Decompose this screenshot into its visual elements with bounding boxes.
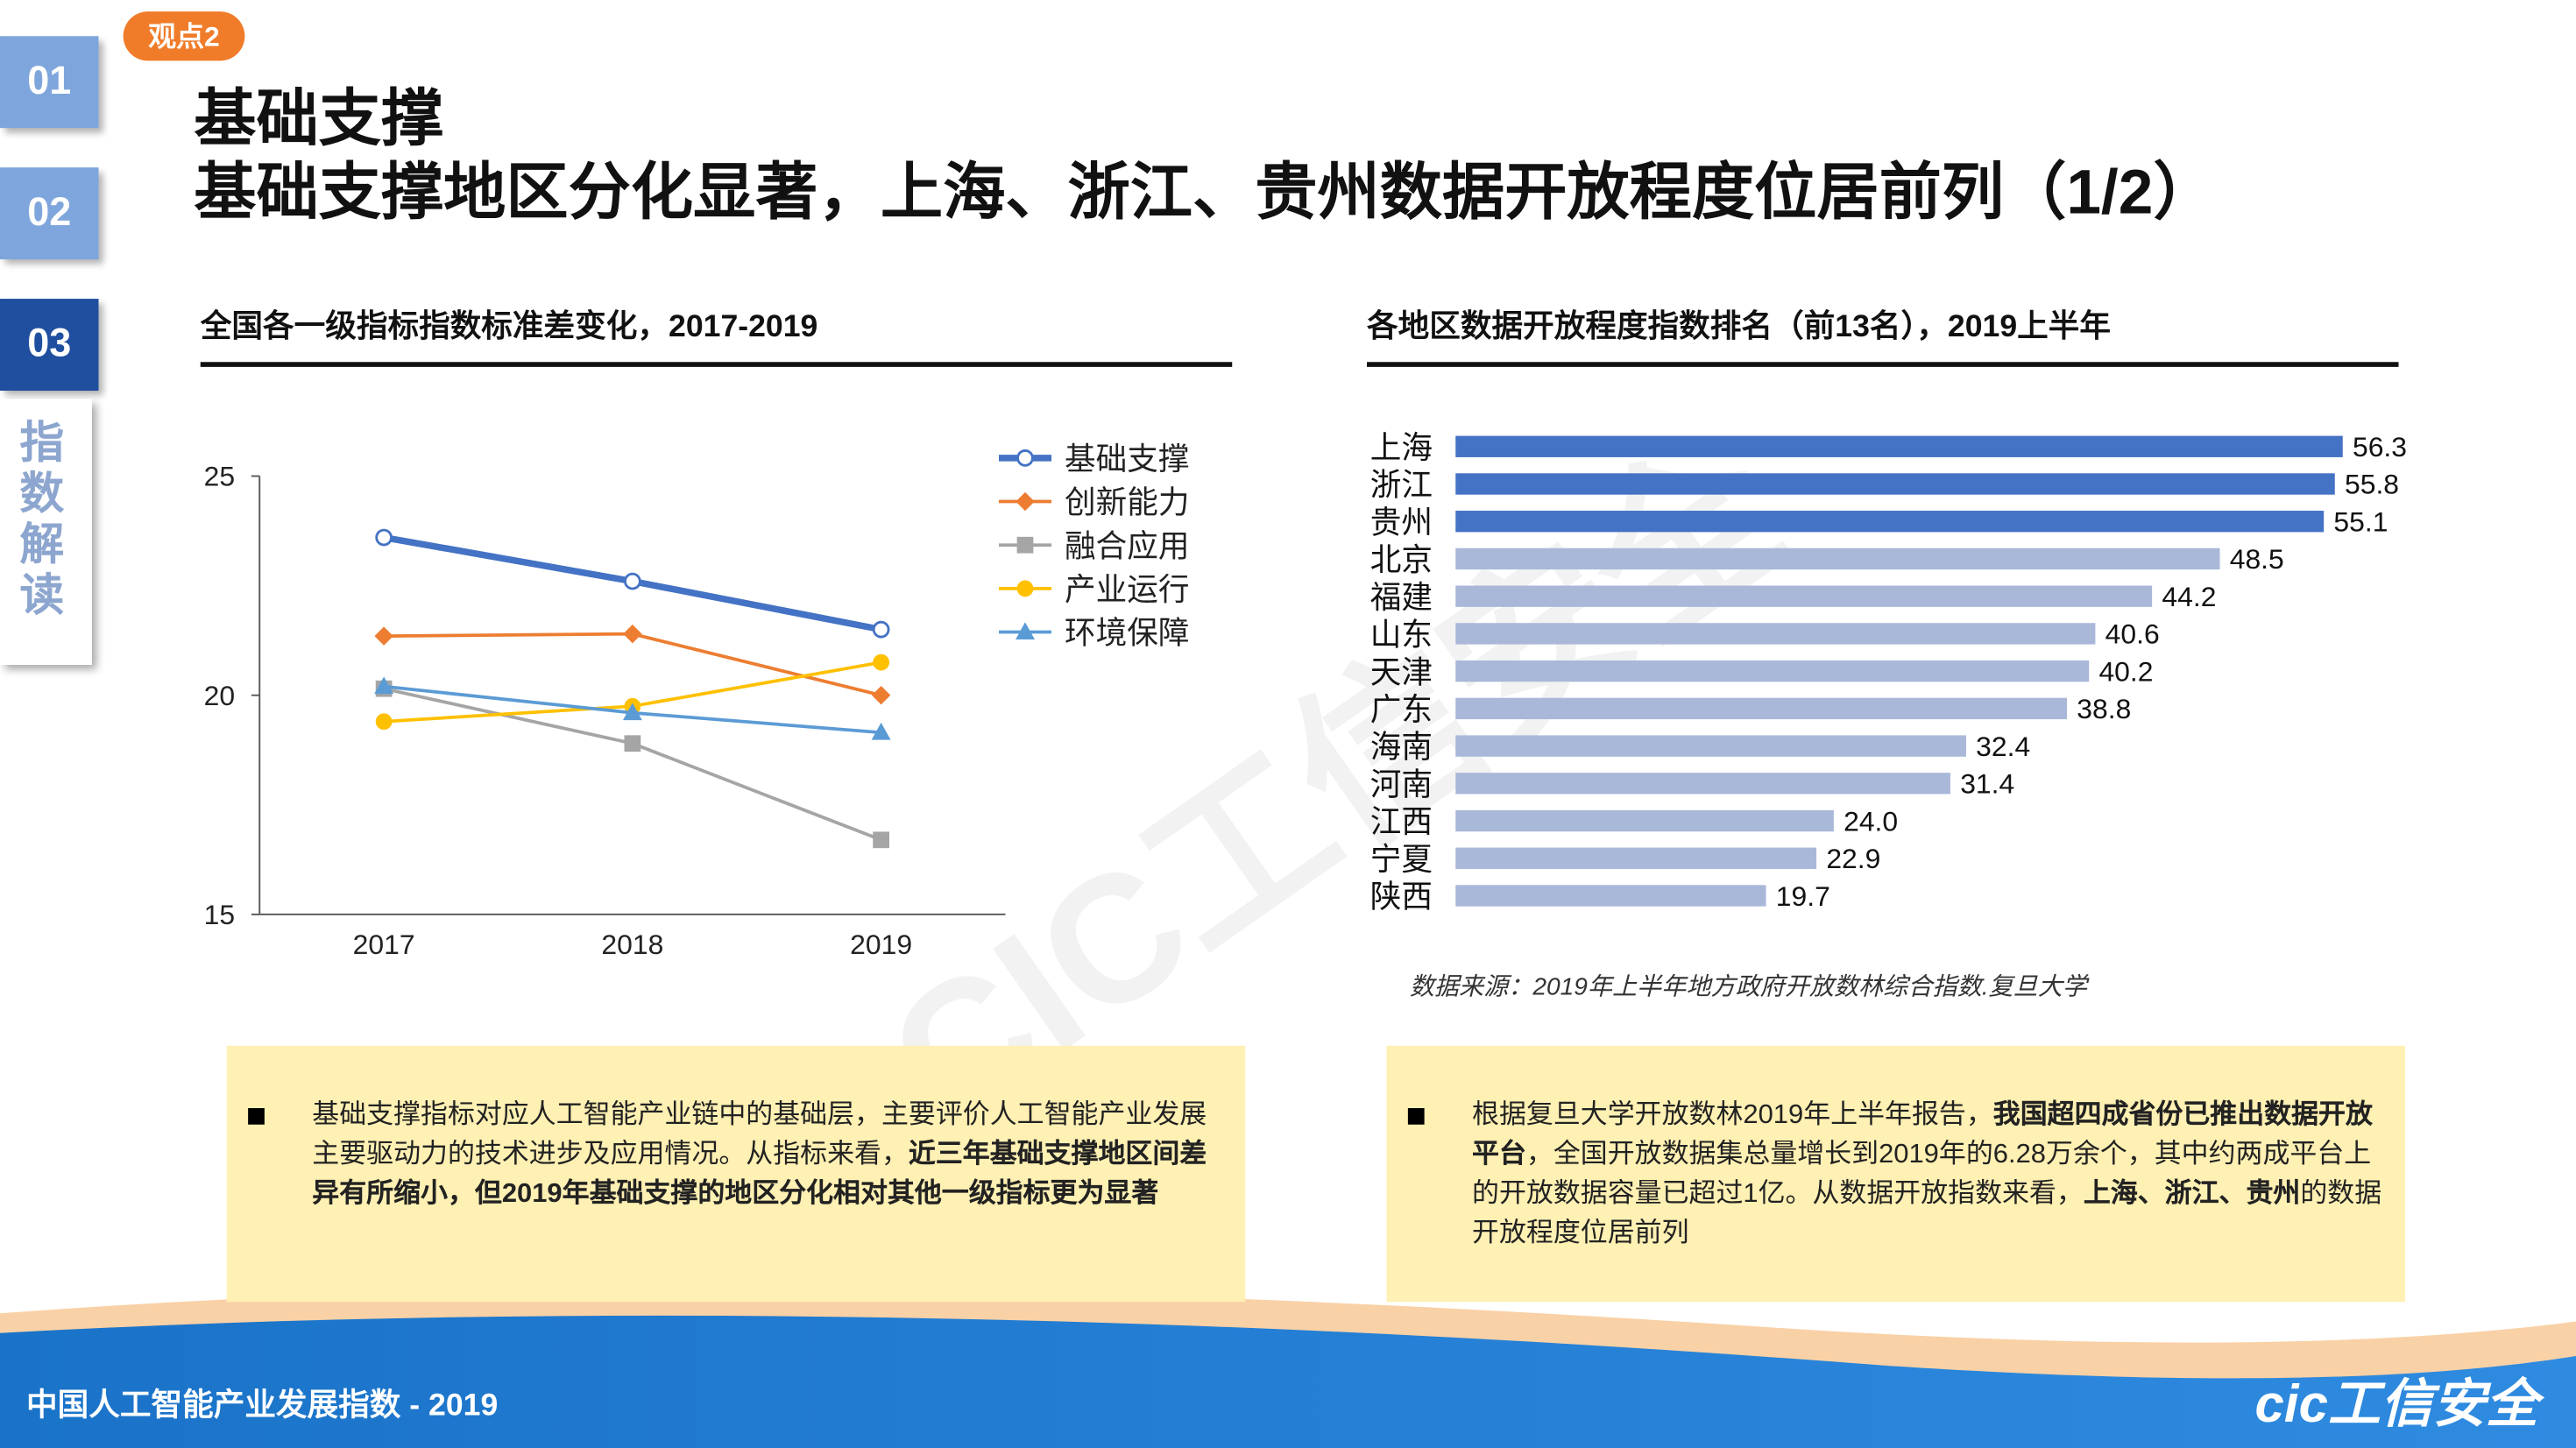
- chart-title: 各地区数据开放程度指数排名（前13名），2019上半年: [1367, 308, 2111, 343]
- point: [873, 831, 889, 849]
- bar: [1455, 809, 1834, 832]
- category-label: 北京: [1370, 542, 1433, 577]
- x-tick-label: 2017: [353, 929, 415, 960]
- category-label: 广东: [1370, 692, 1433, 727]
- note-segment: 我国超四成省份已推出数据开放平台: [1472, 1099, 2373, 1169]
- note-box: 根据复旦大学开放数林2019年上半年报告，我国超四成省份已推出数据开放平台，全国…: [1386, 1045, 2405, 1303]
- category-label: 山东: [1370, 618, 1433, 653]
- category-label: 江西: [1370, 804, 1433, 839]
- value-label: 31.4: [1960, 768, 2014, 800]
- value-label: 40.2: [2098, 655, 2153, 687]
- title-line2: 基础支撑地区分化显著，上海、浙江、贵州数据开放程度位居前列（1/2）: [194, 159, 2215, 228]
- note-segment: 的数据开放程度位居前列: [1472, 1178, 2382, 1248]
- value-label: 44.2: [2162, 581, 2216, 612]
- category-label: 陕西: [1370, 879, 1433, 915]
- value-label: 40.6: [2105, 618, 2160, 650]
- logo: cic工信安全: [2255, 1374, 2545, 1433]
- wave-blue: [0, 1315, 2576, 1448]
- legend-label: 创新能力: [1065, 485, 1189, 520]
- nav-tab[interactable]: 03: [0, 299, 99, 392]
- x-tick-label: 2019: [850, 929, 912, 960]
- y-tick-label: 25: [204, 461, 235, 492]
- point: [872, 620, 890, 639]
- value-label: 19.7: [1776, 880, 1830, 912]
- category-label: 河南: [1370, 766, 1433, 802]
- bar: [1455, 847, 1817, 869]
- point: [871, 722, 891, 740]
- note-text: 基础支撑指标对应人工智能产业链中的基础层，主要评价人工智能产业发展主要驱动力的技…: [312, 1095, 1232, 1213]
- point: [375, 713, 393, 731]
- bar: [1455, 473, 2335, 495]
- value-label: 48.5: [2230, 543, 2284, 575]
- bullet: [248, 1108, 265, 1125]
- badge-bg: [123, 11, 245, 61]
- point: [624, 572, 641, 590]
- note-segment: 根据复旦大学开放数林2019年上半年报告，: [1472, 1099, 1993, 1130]
- legend-marker: [1016, 491, 1035, 512]
- value-label: 32.4: [1976, 731, 2030, 762]
- point: [624, 735, 641, 752]
- legend-label: 融合应用: [1065, 528, 1189, 563]
- nav-tab[interactable]: 02: [0, 167, 99, 260]
- category-label: 贵州: [1370, 505, 1433, 540]
- category-label: 天津: [1370, 654, 1433, 689]
- point: [375, 528, 393, 547]
- category-label: 海南: [1370, 730, 1433, 765]
- category-label: 宁夏: [1370, 842, 1433, 877]
- note-segment: ，全国开放数据集总量增长到2019年的6.28万余个，其中约两成平台上的开放数据…: [1472, 1139, 2372, 1209]
- legend-label: 产业运行: [1065, 572, 1189, 607]
- bar: [1455, 885, 1766, 907]
- bar: [1455, 735, 1966, 757]
- note-segment: 上海、浙江、贵州: [2083, 1178, 2301, 1209]
- bar: [1455, 511, 2325, 533]
- point: [623, 624, 642, 644]
- note-segment: 基础支撑指标对应人工智能产业链中的基础层，主要评价人工智能产业发展主要驱动力的技…: [312, 1099, 1207, 1169]
- x-tick-label: 2018: [601, 929, 663, 960]
- legend-marker: [1016, 622, 1035, 639]
- point: [871, 685, 891, 705]
- bar: [1455, 660, 2090, 682]
- badge: 观点2: [148, 20, 219, 52]
- category-label: 福建: [1370, 580, 1433, 615]
- bar: [1455, 435, 2343, 457]
- legend-marker: [1016, 536, 1034, 554]
- y-tick-label: 15: [204, 899, 235, 930]
- legend-marker: [1016, 580, 1034, 597]
- value-label: 55.1: [2333, 505, 2388, 537]
- bar: [1455, 585, 2153, 607]
- title-line1: 基础支撑: [194, 84, 443, 153]
- note-segment: 近三年基础支撑地区间差异有所缩小，但2019年基础支撑的地区分化相对其他一级指标…: [312, 1139, 1207, 1209]
- point: [374, 676, 394, 695]
- point: [873, 653, 889, 671]
- legend-label: 基础支撑: [1065, 441, 1189, 477]
- bar: [1455, 773, 1950, 795]
- point: [374, 626, 393, 646]
- category-label: 浙江: [1370, 468, 1433, 503]
- bullet: [1407, 1108, 1425, 1125]
- value-label: 22.9: [1826, 843, 1880, 874]
- footer-text: 中国人工智能产业发展指数 - 2019: [26, 1387, 498, 1422]
- value-label: 55.8: [2345, 469, 2399, 500]
- bar: [1455, 697, 2068, 720]
- value-label: 38.8: [2077, 693, 2131, 724]
- note-box: 基础支撑指标对应人工智能产业链中的基础层，主要评价人工智能产业发展主要驱动力的技…: [226, 1045, 1246, 1303]
- point: [622, 703, 642, 721]
- y-tick-label: 20: [204, 680, 235, 711]
- legend-marker: [1016, 449, 1034, 467]
- source-note: 数据来源：2019年上半年地方政府开放数林综合指数.复旦大学: [1410, 973, 2090, 1000]
- nav-tab[interactable]: 01: [0, 36, 99, 129]
- value-label: 24.0: [1844, 805, 1898, 837]
- category-label: 上海: [1370, 430, 1433, 465]
- value-label: 56.3: [2353, 431, 2407, 463]
- note-text: 根据复旦大学开放数林2019年上半年报告，我国超四成省份已推出数据开放平台，全国…: [1472, 1095, 2392, 1253]
- bar: [1455, 623, 2096, 645]
- legend-label: 环境保障: [1065, 616, 1189, 651]
- chart-title: 全国各一级指标指数标准差变化，2017-2019: [200, 308, 818, 343]
- section-label: 指数解读: [13, 418, 63, 623]
- section-box: 指数解读: [0, 399, 92, 666]
- bar: [1455, 547, 2220, 570]
